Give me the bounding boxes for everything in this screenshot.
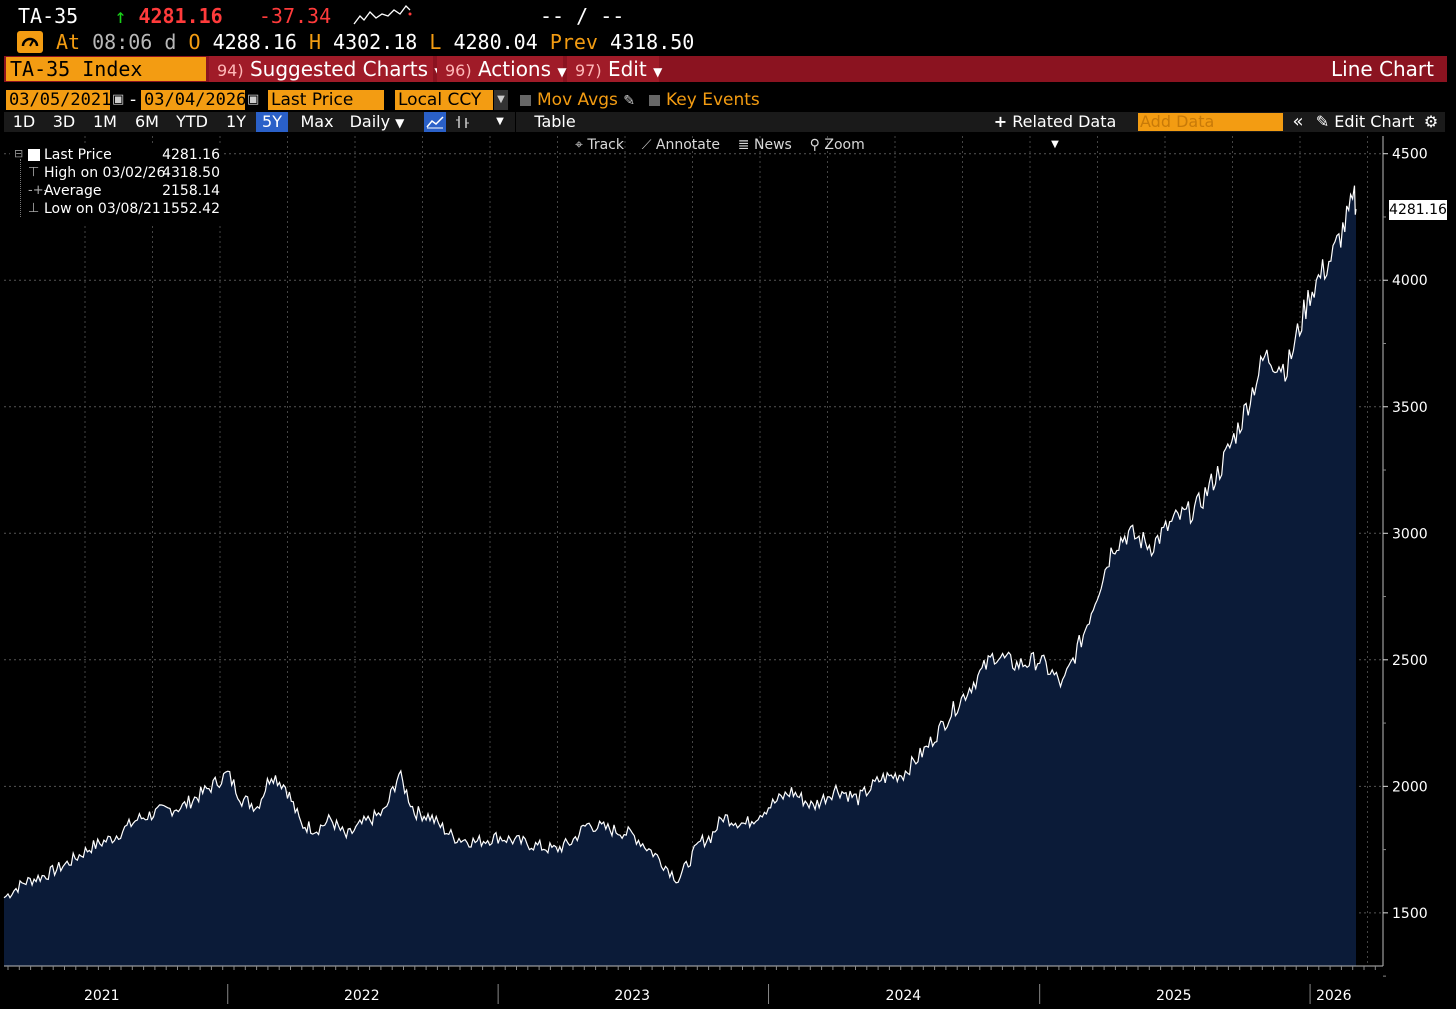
x-tick-label: 2025	[1156, 988, 1192, 1004]
dropdown-caret-icon: ▼	[1051, 139, 1059, 150]
price-line	[3, 185, 1357, 899]
mov-avgs-toggle[interactable]: Mov Avgs ✎	[520, 90, 635, 110]
x-tick-label: 2024	[886, 988, 922, 1004]
dropdown-caret-icon: ▼	[395, 116, 405, 130]
low-value: 4280.04	[453, 30, 538, 54]
legend-high: ⊤ High on 03/02/26 4318.50	[28, 165, 220, 181]
period-button-1y[interactable]: 1Y	[226, 112, 246, 131]
y-tick-label: 3000	[1392, 526, 1428, 542]
legend-low: ⊥ Low on 03/08/21 1552.42	[28, 201, 220, 217]
open-value: 4288.16	[212, 30, 297, 54]
checkbox-icon[interactable]	[649, 94, 660, 106]
bid-ask: -- / --	[540, 4, 625, 28]
pencil-icon: ✎	[1315, 112, 1330, 131]
period-button-max[interactable]: Max	[300, 112, 334, 131]
calendar-icon[interactable]: ▣	[112, 92, 125, 107]
period-button-5y[interactable]: 5Y	[256, 112, 288, 132]
edit-menu[interactable]: 97) Edit ▼	[567, 56, 663, 82]
view-title: Line Chart	[1331, 57, 1434, 81]
period-button-ytd[interactable]: YTD	[176, 112, 208, 131]
line-chart-icon[interactable]	[424, 112, 446, 132]
ticker: TA-35	[18, 4, 79, 28]
pencil-icon[interactable]: ✎	[623, 93, 636, 109]
y-tick-label: 3500	[1392, 400, 1428, 416]
toolbar	[4, 112, 1445, 132]
dropdown-caret-icon: ▼	[557, 65, 567, 79]
area-fill	[4, 185, 1356, 967]
bar-chart-icon[interactable]	[452, 112, 474, 132]
table-button[interactable]: Table	[534, 112, 576, 131]
y-tick-label: 4000	[1392, 273, 1428, 289]
x-tick-label: 2026	[1316, 988, 1352, 1004]
calendar-icon[interactable]: ▣	[247, 92, 260, 107]
news-icon: ≣	[737, 137, 750, 153]
checkbox-icon[interactable]	[520, 94, 531, 106]
add-data-input[interactable]: Add Data	[1138, 113, 1283, 131]
news-tool[interactable]: ≣ News	[737, 137, 792, 153]
magnifier-icon: ⚲	[809, 137, 820, 153]
collapse-legend-icon[interactable]: ⊟	[14, 147, 24, 160]
related-data-button[interactable]: + Related Data ▼	[993, 112, 1117, 150]
period-button-6m[interactable]: 6M	[135, 112, 159, 131]
frequency-select[interactable]: Daily ▼	[349, 112, 405, 131]
start-date-field[interactable]: 03/05/2021	[6, 90, 111, 110]
price-field-select[interactable]: Last Price	[268, 90, 384, 110]
period-button-1d[interactable]: 1D	[12, 112, 36, 131]
ohlc-line: At 08:06 d O 4288.16 H 4302.18 L 4280.04…	[56, 30, 695, 54]
period-button-1m[interactable]: 1M	[93, 112, 117, 131]
legend-last-price: Last Price 4281.16	[10, 146, 224, 164]
y-tick-label: 2000	[1392, 779, 1428, 795]
high-value: 4302.18	[333, 30, 418, 54]
series-swatch	[28, 149, 40, 161]
low-marker-icon: ⊥	[28, 201, 40, 216]
currency-select[interactable]: Local CCY	[395, 90, 493, 110]
gear-icon[interactable]: ⚙	[1423, 112, 1439, 131]
high-marker-icon: ⊤	[28, 165, 40, 180]
y-tick-label: 4500	[1392, 147, 1428, 163]
edit-chart-button[interactable]: ✎ Edit Chart	[1315, 112, 1415, 131]
chart-type-dropdown-icon[interactable]: ▼	[496, 116, 504, 127]
y-tick-label: 2500	[1392, 653, 1428, 669]
quote-time: 08:06	[92, 30, 153, 54]
crosshair-icon: ⌖	[575, 137, 583, 153]
legend-average: -+- Average 2158.14	[28, 183, 220, 199]
pen-icon: ⟋	[641, 137, 652, 153]
y-tick-label: 1500	[1392, 906, 1428, 922]
dropdown-caret-icon: ▼	[653, 65, 663, 79]
zoom-tool[interactable]: ⚲ Zoom	[809, 137, 865, 153]
average-marker-icon: -+-	[28, 183, 49, 198]
x-tick-label: 2023	[614, 988, 650, 1004]
last-price-tag: 4281.16	[1389, 200, 1447, 220]
market-status-icon	[17, 31, 43, 53]
x-tick-label: 2021	[84, 988, 120, 1004]
quote-line: TA-35 ↑ 4281.16 -37.34	[18, 4, 331, 28]
key-events-toggle[interactable]: Key Events	[649, 90, 760, 110]
prev-value: 4318.50	[610, 30, 695, 54]
security-field[interactable]: TA-35 Index	[6, 57, 206, 81]
annotate-tool[interactable]: ⟋ Annotate	[641, 137, 720, 153]
end-date-field[interactable]: 03/04/2026	[141, 90, 246, 110]
last-price: 4281.16	[138, 4, 223, 28]
plus-icon: +	[993, 112, 1008, 131]
x-tick-label: 2022	[344, 988, 380, 1004]
track-tool[interactable]: ⌖ Track	[575, 137, 624, 153]
suggested-charts-menu[interactable]: 94) Suggested Charts ▼	[209, 56, 444, 82]
period-button-3d[interactable]: 3D	[52, 112, 76, 131]
collapse-icon[interactable]: «	[1292, 111, 1304, 132]
net-change: -37.34	[258, 4, 332, 28]
up-arrow-icon: ↑	[114, 4, 127, 28]
sparkline	[353, 5, 412, 25]
actions-menu[interactable]: 96) Actions ▼	[437, 56, 567, 82]
chart-tools: ⌖ Track ⟋ Annotate ≣ News ⚲ Zoom	[575, 136, 865, 154]
dropdown-caret-icon[interactable]: ▼	[494, 90, 508, 110]
chart-legend: ⊟ Last Price 4281.16 ⊤ High on 03/02/26 …	[10, 145, 224, 223]
